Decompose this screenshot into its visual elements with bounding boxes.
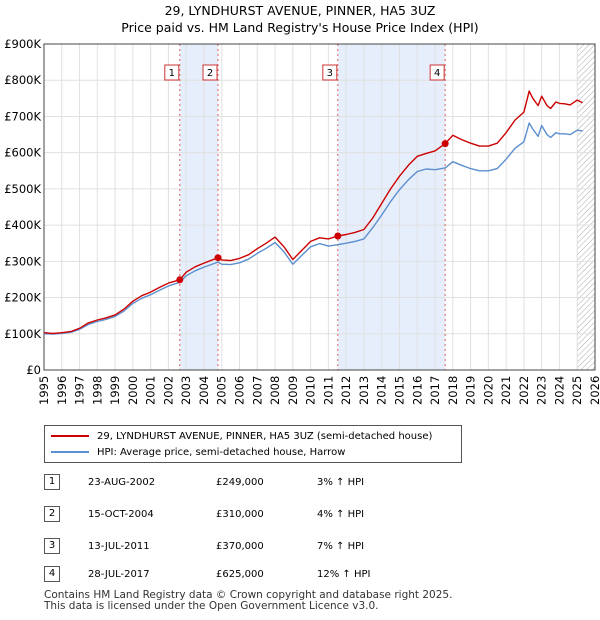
transaction-number: 2: [44, 506, 60, 522]
transaction-hpi: 3% ↑ HPI: [317, 477, 365, 488]
y-tick-label: £100K: [4, 327, 41, 341]
legend-swatch-hpi: [51, 451, 89, 453]
x-tick-label: 2016: [410, 376, 424, 405]
x-tick-label: 1999: [108, 376, 122, 405]
sale-point: [214, 254, 222, 262]
legend-swatch-property: [51, 435, 89, 437]
legend-item-hpi: HPI: Average price, semi-detached house,…: [51, 444, 345, 460]
x-tick-label: 2008: [268, 376, 282, 405]
transaction-date: 28-JUL-2017: [88, 569, 150, 580]
chart-subtitle: Price paid vs. HM Land Registry's House …: [121, 20, 479, 35]
y-tick-label: £0: [26, 363, 41, 377]
transaction-price: £249,000: [216, 477, 264, 488]
x-tick-label: 1997: [73, 376, 87, 405]
transaction-number: 4: [44, 566, 60, 582]
x-tick-label: 2010: [304, 376, 318, 405]
transaction-price: £625,000: [216, 569, 264, 580]
footer-license: This data is licensed under the Open Gov…: [44, 600, 379, 612]
transaction-number: 1: [44, 474, 60, 490]
transaction-hpi: 12% ↑ HPI: [317, 569, 371, 580]
transaction-date: 13-JUL-2011: [88, 541, 150, 552]
chart-legend: 29, LYNDHURST AVENUE, PINNER, HA5 3UZ (s…: [44, 425, 462, 463]
transaction-date: 23-AUG-2002: [88, 477, 156, 488]
transaction-date: 15-OCT-2004: [88, 509, 154, 520]
chart-title: 29, LYNDHURST AVENUE, PINNER, HA5 3UZ: [164, 3, 436, 18]
x-tick-label: 1995: [37, 376, 51, 405]
x-tick-label: 2003: [179, 376, 193, 405]
legend-label-property: 29, LYNDHURST AVENUE, PINNER, HA5 3UZ (s…: [97, 430, 433, 442]
y-tick-label: £800K: [4, 73, 41, 87]
x-tick-label: 2004: [197, 376, 211, 405]
y-tick-label: £200K: [4, 291, 41, 305]
x-tick-label: 2002: [161, 376, 175, 405]
sale-label: 1: [169, 68, 175, 79]
sale-label: 3: [327, 68, 333, 79]
sale-point: [334, 232, 342, 240]
plot-frame: [43, 43, 596, 371]
x-tick-label: 2026: [588, 376, 600, 405]
price-chart: 1 2 3 4 £0 £100K £200K £300K £400K £500K £600K £700…: [4, 37, 600, 405]
shaded-period: [179, 44, 219, 370]
y-tick-label: £400K: [4, 218, 41, 232]
sale-label: 2: [207, 68, 213, 79]
y-tick-label: £700K: [4, 109, 41, 123]
x-tick-label: 2017: [428, 376, 442, 405]
sale-point: [441, 140, 449, 148]
shaded-period: [337, 44, 446, 370]
x-tick-label: 2009: [286, 376, 300, 405]
footer-copyright: Contains HM Land Registry data © Crown c…: [44, 589, 453, 601]
x-tick-label: 1998: [90, 376, 104, 405]
sale-label-box: [164, 64, 180, 81]
legend-label-hpi: HPI: Average price, semi-detached house,…: [97, 446, 346, 458]
x-tick-label: 2021: [499, 376, 513, 405]
sale-label: 4: [434, 68, 440, 79]
y-tick-label: £300K: [4, 254, 41, 268]
x-tick-label: 2018: [446, 376, 460, 405]
x-tick-label: 2007: [250, 376, 264, 405]
transaction-number: 3: [44, 538, 60, 554]
transaction-price: £310,000: [216, 509, 264, 520]
x-tick-label: 2012: [339, 376, 353, 405]
x-tick-label: 2013: [357, 376, 371, 405]
sale-label-box: [429, 64, 445, 81]
x-tick-label: 2000: [126, 376, 140, 405]
y-tick-label: £500K: [4, 182, 41, 196]
x-tick-label: 2022: [517, 376, 531, 405]
property-price-line: [43, 90, 583, 335]
x-tick-label: 2014: [375, 376, 389, 405]
x-tick-label: 2023: [535, 376, 549, 405]
transaction-hpi: 4% ↑ HPI: [317, 509, 365, 520]
x-tick-label: 2001: [144, 376, 158, 405]
x-tick-label: 2011: [321, 376, 335, 405]
transaction-hpi: 7% ↑ HPI: [317, 541, 365, 552]
footer: Contains HM Land Registry data © Crown c…: [44, 590, 452, 612]
x-tick-label: 2025: [570, 376, 584, 405]
sale-label-box: [202, 64, 218, 81]
x-tick-label: 2006: [233, 376, 247, 405]
x-tick-label: 2020: [481, 376, 495, 405]
transaction-price: £370,000: [216, 541, 264, 552]
x-tick-label: 2019: [464, 376, 478, 405]
sale-point: [176, 276, 184, 284]
y-tick-label: £600K: [4, 146, 41, 160]
forecast-hatch: [577, 44, 595, 370]
x-tick-label: 2005: [215, 376, 229, 405]
hpi-line: [43, 122, 583, 335]
x-tick-label: 2015: [392, 376, 406, 405]
legend-item-property: 29, LYNDHURST AVENUE, PINNER, HA5 3UZ (s…: [51, 428, 432, 444]
x-tick-label: 1996: [55, 376, 69, 405]
sale-label-box: [322, 64, 338, 81]
y-tick-label: £900K: [4, 37, 41, 51]
x-tick-label: 2024: [552, 376, 566, 405]
